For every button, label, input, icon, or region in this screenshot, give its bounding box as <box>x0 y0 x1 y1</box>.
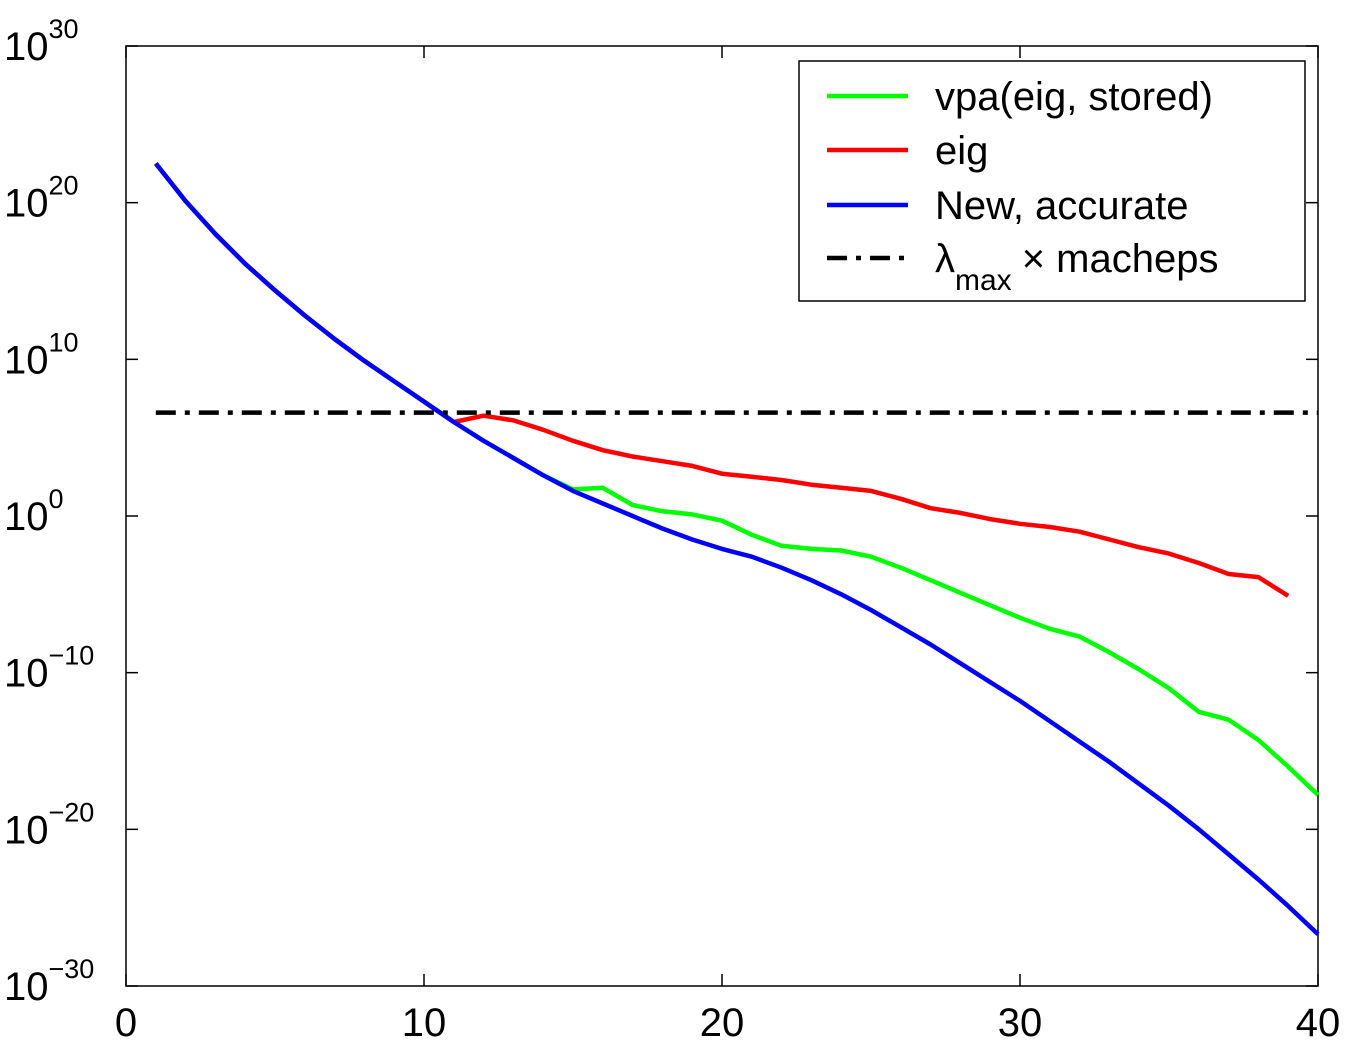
legend: vpa(eig, stored) eig New, accurate λmax × ma… <box>798 60 1306 302</box>
legend-label-0: vpa(eig, stored) <box>935 75 1213 119</box>
y-tick-label: 1020 <box>4 171 79 226</box>
y-tick-label: 10−30 <box>4 954 94 1009</box>
legend-label-2: New, accurate <box>935 184 1188 228</box>
legend-label-1: eig <box>935 129 988 173</box>
x-tick-label: 10 <box>402 1001 447 1044</box>
y-tick-label: 10−10 <box>4 641 94 696</box>
x-tick-label: 40 <box>1296 1001 1341 1044</box>
y-axis: 1030 1020 1010 100 10−10 10−20 10−30 <box>4 14 1318 1009</box>
x-tick-label: 20 <box>700 1001 745 1044</box>
legend-box <box>798 60 1306 302</box>
series-layer <box>154 162 1320 936</box>
x-tick-label: 30 <box>998 1001 1043 1044</box>
legend-label-3: λmax × macheps <box>935 237 1218 297</box>
y-tick-label: 10−20 <box>4 797 94 852</box>
x-axis: 0 10 20 30 40 <box>115 46 1341 1045</box>
x-tick-label: 0 <box>115 1001 137 1044</box>
y-tick-label: 100 <box>4 484 64 539</box>
y-tick-label: 1030 <box>4 14 79 69</box>
series-line-2 <box>154 162 1320 936</box>
y-tick-label: 1010 <box>4 327 79 382</box>
